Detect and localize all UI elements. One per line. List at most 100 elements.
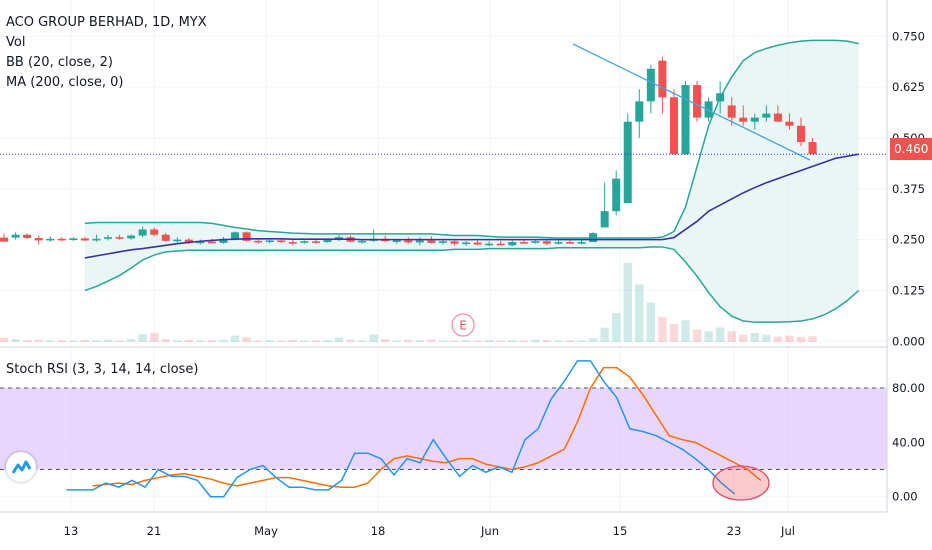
candle-body xyxy=(589,233,598,243)
volume-bar xyxy=(161,339,170,342)
candle-body xyxy=(104,237,112,239)
volume-bar xyxy=(0,337,9,342)
candle-body xyxy=(716,93,725,102)
candle-body xyxy=(80,238,89,241)
time-axis-label: 23 xyxy=(727,524,742,538)
volume-bar xyxy=(69,340,78,342)
candle-body xyxy=(808,142,817,155)
volume-bar xyxy=(311,340,321,342)
volume-bar xyxy=(392,340,401,342)
candle-body xyxy=(404,240,413,243)
volume-bar xyxy=(773,336,783,342)
time-axis-label: 15 xyxy=(613,524,628,538)
candle-body xyxy=(184,239,193,243)
volume-bar xyxy=(565,340,575,342)
volume-bar xyxy=(542,340,552,342)
volume-bar xyxy=(207,340,217,342)
volume-bar xyxy=(11,339,20,342)
candle-body xyxy=(11,234,20,238)
volume-bar xyxy=(612,313,621,342)
indicator-vol-label[interactable]: Vol xyxy=(6,35,26,50)
price-axis-label: 0.125 xyxy=(892,283,925,297)
volume-bar xyxy=(808,336,817,342)
volume-bar xyxy=(415,340,425,342)
volume-bar xyxy=(126,339,136,342)
price-axis-label: 0.625 xyxy=(892,80,925,94)
candle-body xyxy=(773,113,782,122)
volume-bar xyxy=(785,335,794,342)
candle-body xyxy=(739,117,748,122)
candle-body xyxy=(173,239,182,242)
cloud-logo-icon xyxy=(11,460,31,474)
volume-bar xyxy=(750,333,759,342)
volume-bar xyxy=(288,339,297,342)
volume-bar xyxy=(150,333,159,342)
candle-body xyxy=(797,125,805,143)
candle-body xyxy=(265,240,274,243)
time-axis-label: Jun xyxy=(480,524,499,538)
volume-bar xyxy=(577,340,586,342)
candle-body xyxy=(427,240,436,243)
volume-bar xyxy=(57,340,66,342)
candle-body xyxy=(450,241,459,244)
time-axis-label: Jul xyxy=(780,524,795,538)
symbol-title: ACO GROUP BERHAD, 1D, MYX xyxy=(6,15,207,30)
stoch-axis-label: 40.00 xyxy=(892,435,925,449)
indicator-ma-label[interactable]: MA (200, close, 0) xyxy=(6,75,124,90)
candle-body xyxy=(127,235,136,239)
volume-bar xyxy=(484,340,494,342)
volume-bar xyxy=(635,284,644,342)
volume-bar xyxy=(196,340,205,342)
candle-body xyxy=(69,238,78,241)
candle-body xyxy=(242,232,251,241)
trendline xyxy=(572,43,811,161)
volume-bar xyxy=(103,339,113,342)
stoch-axis-label: 80.00 xyxy=(892,381,925,395)
tradingview-logo[interactable] xyxy=(6,452,36,482)
volume-bar xyxy=(253,340,263,342)
chart-legend: ACO GROUP BERHAD, 1D, MYX Vol BB (20, cl… xyxy=(6,13,207,93)
candle-body xyxy=(207,241,216,244)
last-price-badge: 0.460 xyxy=(890,138,932,160)
candle-body xyxy=(254,240,263,243)
stoch-legend: Stoch RSI (3, 3, 14, 14, close) xyxy=(6,360,198,380)
candle-body xyxy=(485,243,494,246)
volume-bar xyxy=(727,331,736,342)
candle-body xyxy=(462,242,471,245)
volume-bar xyxy=(438,340,448,342)
stoch-rsi-label[interactable]: Stoch RSI (3, 3, 14, 14, close) xyxy=(6,362,199,377)
candle-body xyxy=(658,60,667,98)
volume-bar xyxy=(461,340,471,342)
candle-body xyxy=(473,242,482,245)
volume-bar xyxy=(34,339,43,342)
volume-bar xyxy=(381,339,390,342)
volume-bar xyxy=(531,339,540,342)
candle-body xyxy=(785,121,794,126)
volume-bar xyxy=(715,327,725,342)
candle-body xyxy=(57,238,66,241)
indicator-bb-label[interactable]: BB (20, close, 2) xyxy=(6,55,113,70)
volume-bar xyxy=(115,340,124,342)
candle-body xyxy=(138,229,147,236)
stoch-axis-label: 0.00 xyxy=(892,490,918,504)
volume-bar xyxy=(554,340,563,342)
candle-body xyxy=(196,241,205,244)
candle-body xyxy=(727,105,736,118)
volume-bar xyxy=(334,337,344,342)
volume-bar xyxy=(669,324,679,342)
candle-body xyxy=(115,237,124,239)
volume-bar xyxy=(404,339,413,342)
volume-bar xyxy=(277,340,286,342)
volume-bar xyxy=(22,340,32,342)
candle-body xyxy=(693,85,702,118)
candle-body xyxy=(646,68,655,102)
candle-body xyxy=(0,237,9,242)
candle-body xyxy=(323,240,332,243)
candle-body xyxy=(750,117,759,122)
price-axis-label: 0.750 xyxy=(892,29,925,43)
candle-body xyxy=(623,121,632,204)
candle-body xyxy=(635,101,644,122)
stoch-band-fill xyxy=(0,388,887,470)
volume-bar xyxy=(519,340,528,342)
